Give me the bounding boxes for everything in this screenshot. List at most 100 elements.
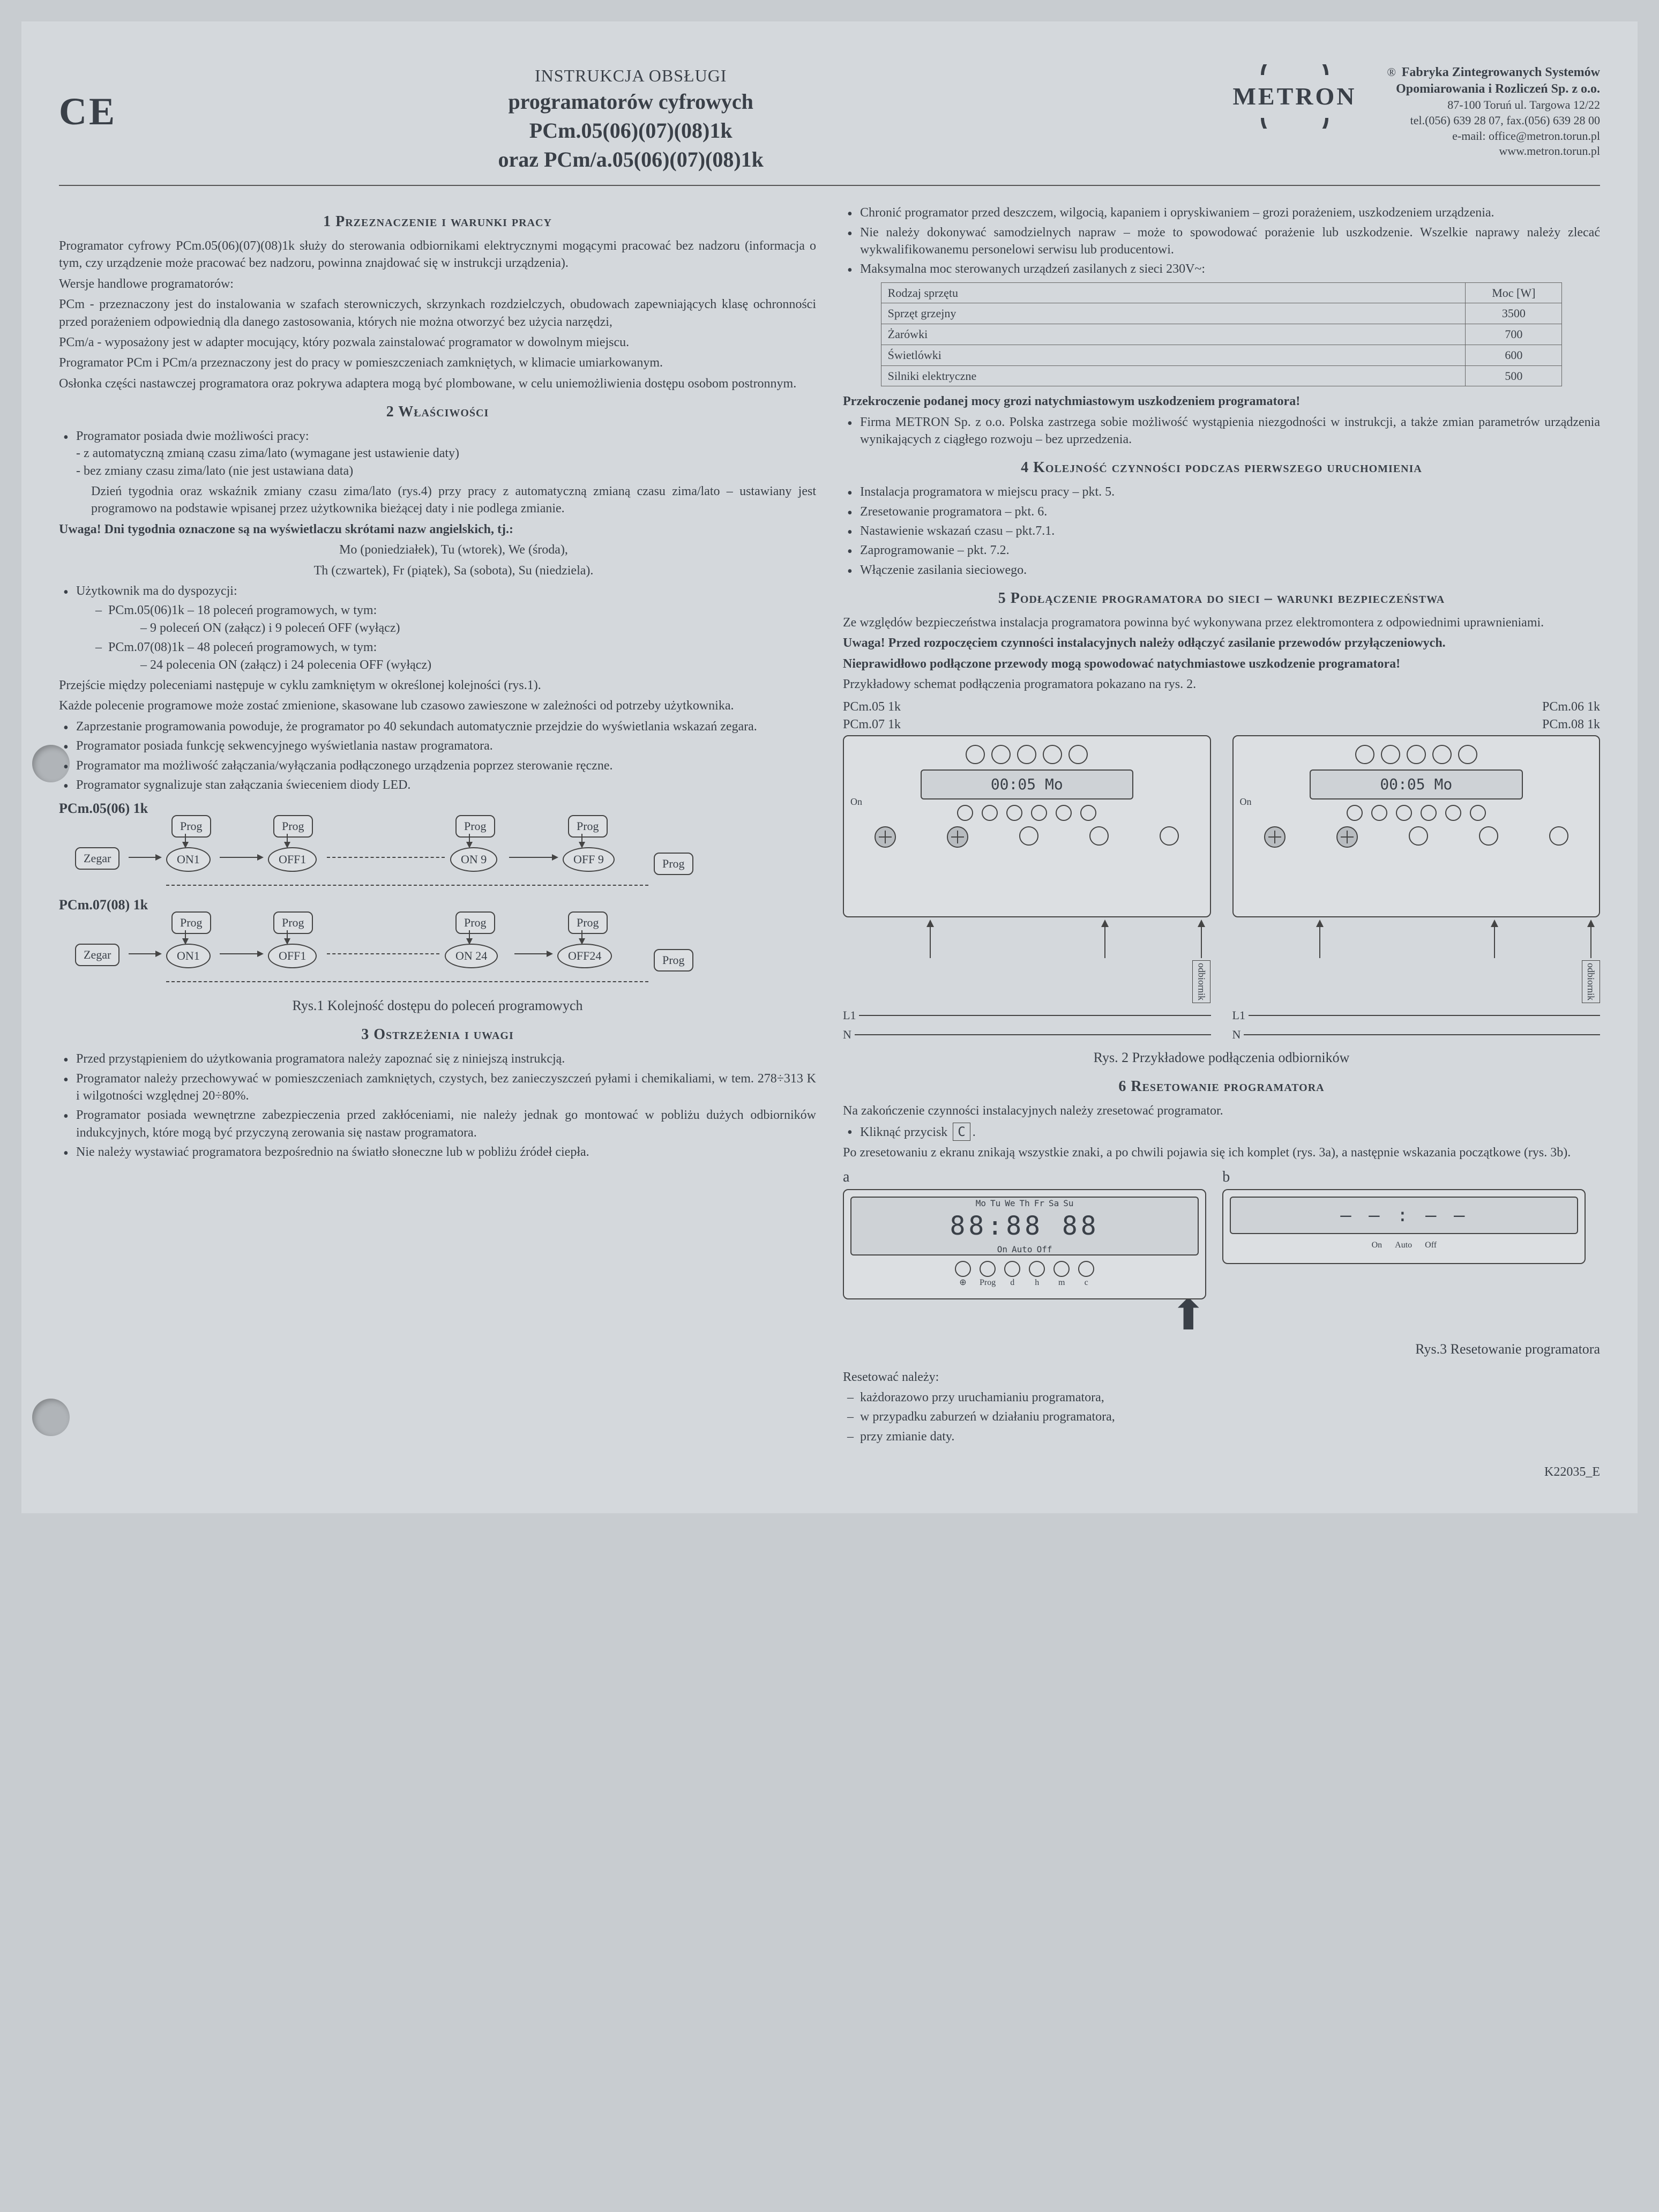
- svg-text:METRON: METRON: [1233, 83, 1357, 110]
- node-off24: OFF24: [557, 944, 612, 968]
- load-label: odbiornik: [1582, 960, 1600, 1003]
- lcd-display: 00:05 Mo: [921, 769, 1134, 799]
- node-prog: Prog: [568, 815, 608, 838]
- node-prog: Prog: [273, 815, 313, 838]
- key-c: C: [953, 1123, 970, 1141]
- title-line3: oraz PCm/a.05(06)(07)(08)1k: [53, 145, 1209, 174]
- list-item: Firma METRON Sp. z o.o. Polska zastrzega…: [843, 414, 1600, 449]
- company-info: Fabryka Zintegrowanych Systemów Opomiaro…: [1396, 64, 1600, 159]
- footer-code: K22035_E: [59, 1463, 1600, 1481]
- list-item: w przypadku zaburzeń w działaniu program…: [843, 1408, 1600, 1425]
- s1-p6: Osłonka części nastawczej programatora o…: [59, 375, 816, 392]
- lcd-display: MoTuWe ThFrSa Su 88:88 88 OnAutoOff: [850, 1197, 1199, 1256]
- fig1-caption: Rys.1 Kolejność dostępu do poleceń progr…: [59, 996, 816, 1015]
- list-item: Nie należy dokonywać samodzielnych napra…: [843, 224, 1600, 259]
- node-on1: ON1: [166, 944, 211, 968]
- s1-p3: PCm - przeznaczony jest do instalowania …: [59, 296, 816, 331]
- list-item: Użytkownik ma do dyspozycji:: [59, 582, 816, 600]
- list-item: każdorazowo przy uruchamianiu programato…: [843, 1389, 1600, 1406]
- list-item: Przed przystąpieniem do użytkowania prog…: [59, 1050, 816, 1067]
- left-column: 1 Przeznaczenie i warunki pracy Programa…: [59, 202, 816, 1447]
- section-1-title: 1 Przeznaczenie i warunki pracy: [59, 212, 816, 232]
- flow-b: PCm.07(08) 1k Zegar Prog ON1 Prog OFF1 P…: [59, 895, 816, 992]
- fig3-label-a: a: [843, 1167, 1206, 1187]
- lcd-display: 00:05 Mo: [1310, 769, 1523, 799]
- fig2-caption: Rys. 2 Przykładowe podłączenia odbiornik…: [843, 1048, 1600, 1067]
- section-6-title: 6 Resetowanie programatora: [843, 1077, 1600, 1097]
- load-label: odbiornik: [1192, 960, 1210, 1003]
- node-off9: OFF 9: [563, 847, 615, 872]
- power-table: Rodzaj sprzętuMoc [W] Sprzęt grzejny3500…: [881, 282, 1563, 386]
- node-on24: ON 24: [445, 944, 498, 968]
- node-prog: Prog: [654, 949, 693, 972]
- button-icon: [957, 805, 973, 821]
- list-item: Zaprzestanie programowania powoduje, że …: [59, 718, 816, 735]
- s1-p4: PCm/a - wyposażony jest w adapter mocują…: [59, 334, 816, 351]
- terminal-icon: [966, 745, 985, 764]
- header: CE Instrukcja obsługi programatorów cyfr…: [59, 64, 1600, 186]
- s3r2-p1: Przekroczenie podanej mocy grozi natychm…: [843, 393, 1600, 410]
- device-left: PCm.05 1kPCm.07 1k On 00:05 Mo odbiornik: [843, 698, 1211, 1042]
- title-line1: programatorów cyfrowych: [53, 87, 1209, 116]
- list-item: Chronić programator przed deszczem, wilg…: [843, 204, 1600, 221]
- s1-p5: Programator PCm i PCm/a przeznaczony jes…: [59, 354, 816, 371]
- list-item: przy zmianie daty.: [843, 1428, 1600, 1445]
- list-item: Nastawienie wskazań czasu – pkt.7.1.: [843, 522, 1600, 540]
- list-item: PCm.07(08)1k – 48 poleceń programowych, …: [91, 639, 816, 674]
- s4-list: Instalacja programatora w miejscu pracy …: [843, 483, 1600, 579]
- node-on9: ON 9: [450, 847, 497, 872]
- node-off1: OFF1: [268, 944, 317, 968]
- metron-logo-icon: METRON: [1209, 64, 1380, 129]
- logo-block: METRON ®: [1209, 64, 1396, 129]
- flow-a: PCm.05(06) 1k Zegar Prog ON1 Prog OFF1 P…: [59, 799, 816, 895]
- node-prog: Prog: [654, 853, 693, 875]
- reset-panel-b: – – : – – On Auto Off: [1222, 1189, 1586, 1264]
- title-block: Instrukcja obsługi programatorów cyfrowy…: [53, 64, 1209, 174]
- section-2-title: 2 Właściwości: [59, 402, 816, 422]
- s2-p1: Dzień tygodnia oraz wskaźnik zmiany czas…: [91, 483, 816, 518]
- figure-1: PCm.05(06) 1k Zegar Prog ON1 Prog OFF1 P…: [59, 799, 816, 1015]
- list-item: Programator ma możliwość załączania/wyłą…: [59, 757, 816, 774]
- list-item: Nie należy wystawiać programatora bezpoś…: [59, 1144, 816, 1161]
- lcd-display: – – : – –: [1230, 1197, 1578, 1234]
- list-item: Programator należy przechowywać w pomies…: [59, 1070, 816, 1105]
- list-item: Maksymalna moc sterowanych urządzeń zasi…: [843, 260, 1600, 278]
- s3-list: Przed przystąpieniem do użytkowania prog…: [59, 1050, 816, 1161]
- s2-list: Programator posiada dwie możliwości prac…: [59, 428, 816, 480]
- figure-3: a MoTuWe ThFrSa Su 88:88 88 OnAutoOff: [843, 1167, 1600, 1335]
- section-5-title: 5 Podłączenie programatora do sieci – wa…: [843, 588, 1600, 609]
- arrow-up-icon: [930, 921, 931, 958]
- registered-mark: ®: [1387, 64, 1396, 80]
- node-prog: Prog: [273, 911, 313, 934]
- list-item: Programator posiada wewnętrzne zabezpiec…: [59, 1107, 816, 1141]
- list-item: PCm.05(06)1k – 18 poleceń programowych, …: [91, 602, 816, 637]
- s2-uw1: Uwaga! Dni tygodnia oznaczone są na wyśw…: [59, 521, 816, 538]
- content-columns: 1 Przeznaczenie i warunki pracy Programa…: [59, 202, 1600, 1447]
- section-4-title: 4 Kolejność czynności podczas pierwszego…: [843, 458, 1600, 478]
- fig3-label-b: b: [1222, 1167, 1586, 1187]
- button-icon: [955, 1261, 971, 1277]
- title-line2: PCm.05(06)(07)(08)1k: [53, 116, 1209, 145]
- node-zegar: Zegar: [75, 847, 119, 870]
- node-prog: Prog: [171, 911, 211, 934]
- s3r-list: Chronić programator przed deszczem, wilg…: [843, 204, 1600, 278]
- node-prog: Prog: [568, 911, 608, 934]
- figure-2: PCm.05 1kPCm.07 1k On 00:05 Mo odbiornik: [843, 698, 1600, 1042]
- title-sup: Instrukcja obsługi: [53, 64, 1209, 87]
- s2-list2: Użytkownik ma do dyspozycji:: [59, 582, 816, 600]
- node-prog: Prog: [455, 911, 495, 934]
- node-off1: OFF1: [268, 847, 317, 872]
- punch-hole: [32, 1399, 70, 1436]
- device-right: PCm.06 1kPCm.08 1k On 00:05 Mo odbiornik: [1232, 698, 1601, 1042]
- s6-reset-list: każdorazowo przy uruchamianiu programato…: [843, 1389, 1600, 1445]
- page: CE Instrukcja obsługi programatorów cyfr…: [21, 21, 1638, 1513]
- node-on1: ON1: [166, 847, 211, 872]
- list-item: Programator posiada dwie możliwości prac…: [59, 428, 816, 480]
- list-item: Włączenie zasilania sieciowego.: [843, 562, 1600, 579]
- node-prog: Prog: [171, 815, 211, 838]
- list-item: Kliknąć przycisk C.: [843, 1123, 1600, 1141]
- list-item: Zaprogramowanie – pkt. 7.2.: [843, 542, 1600, 559]
- s1-p2: Wersje handlowe programatorów:: [59, 275, 816, 293]
- fig3-caption: Rys.3 Resetowanie programatora: [843, 1340, 1600, 1358]
- s1-p1: Programator cyfrowy PCm.05(06)(07)(08)1k…: [59, 237, 816, 272]
